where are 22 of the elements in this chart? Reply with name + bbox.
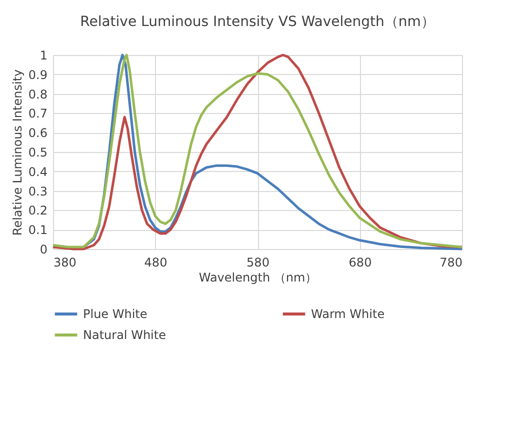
legend-label: Warm White [311, 307, 385, 321]
x-axis-title: Wavelength （nm） [198, 270, 318, 284]
x-tick-label: 780 [440, 256, 462, 270]
y-axis-title: Relative Luminous Intensity [10, 69, 24, 236]
y-tick-label: 0.2 [28, 204, 48, 218]
legend-label: Plue White [83, 307, 148, 321]
chart-title: Relative Luminous Intensity VS Wavelength（nm） [80, 14, 435, 30]
y-tick-label: 0.9 [28, 68, 48, 82]
y-tick-label: 0.4 [28, 164, 48, 179]
y-tick-label: 0.8 [28, 87, 48, 102]
x-tick-label: 480 [144, 256, 168, 270]
x-tick-label: 380 [54, 256, 76, 270]
y-tick-label: 0.5 [28, 146, 48, 160]
y-tick-label: 0.7 [28, 106, 48, 121]
x-tick-label: 580 [246, 256, 270, 270]
y-tick-label: 0.3 [28, 184, 48, 198]
x-tick-label: 680 [348, 256, 372, 270]
y-tick-label: 1 [40, 48, 48, 62]
legend-label: Natural White [83, 328, 166, 342]
y-tick-label: 0.6 [28, 126, 48, 140]
y-tick-label: 0 [40, 242, 48, 256]
y-tick-label: 0.1 [28, 223, 48, 238]
